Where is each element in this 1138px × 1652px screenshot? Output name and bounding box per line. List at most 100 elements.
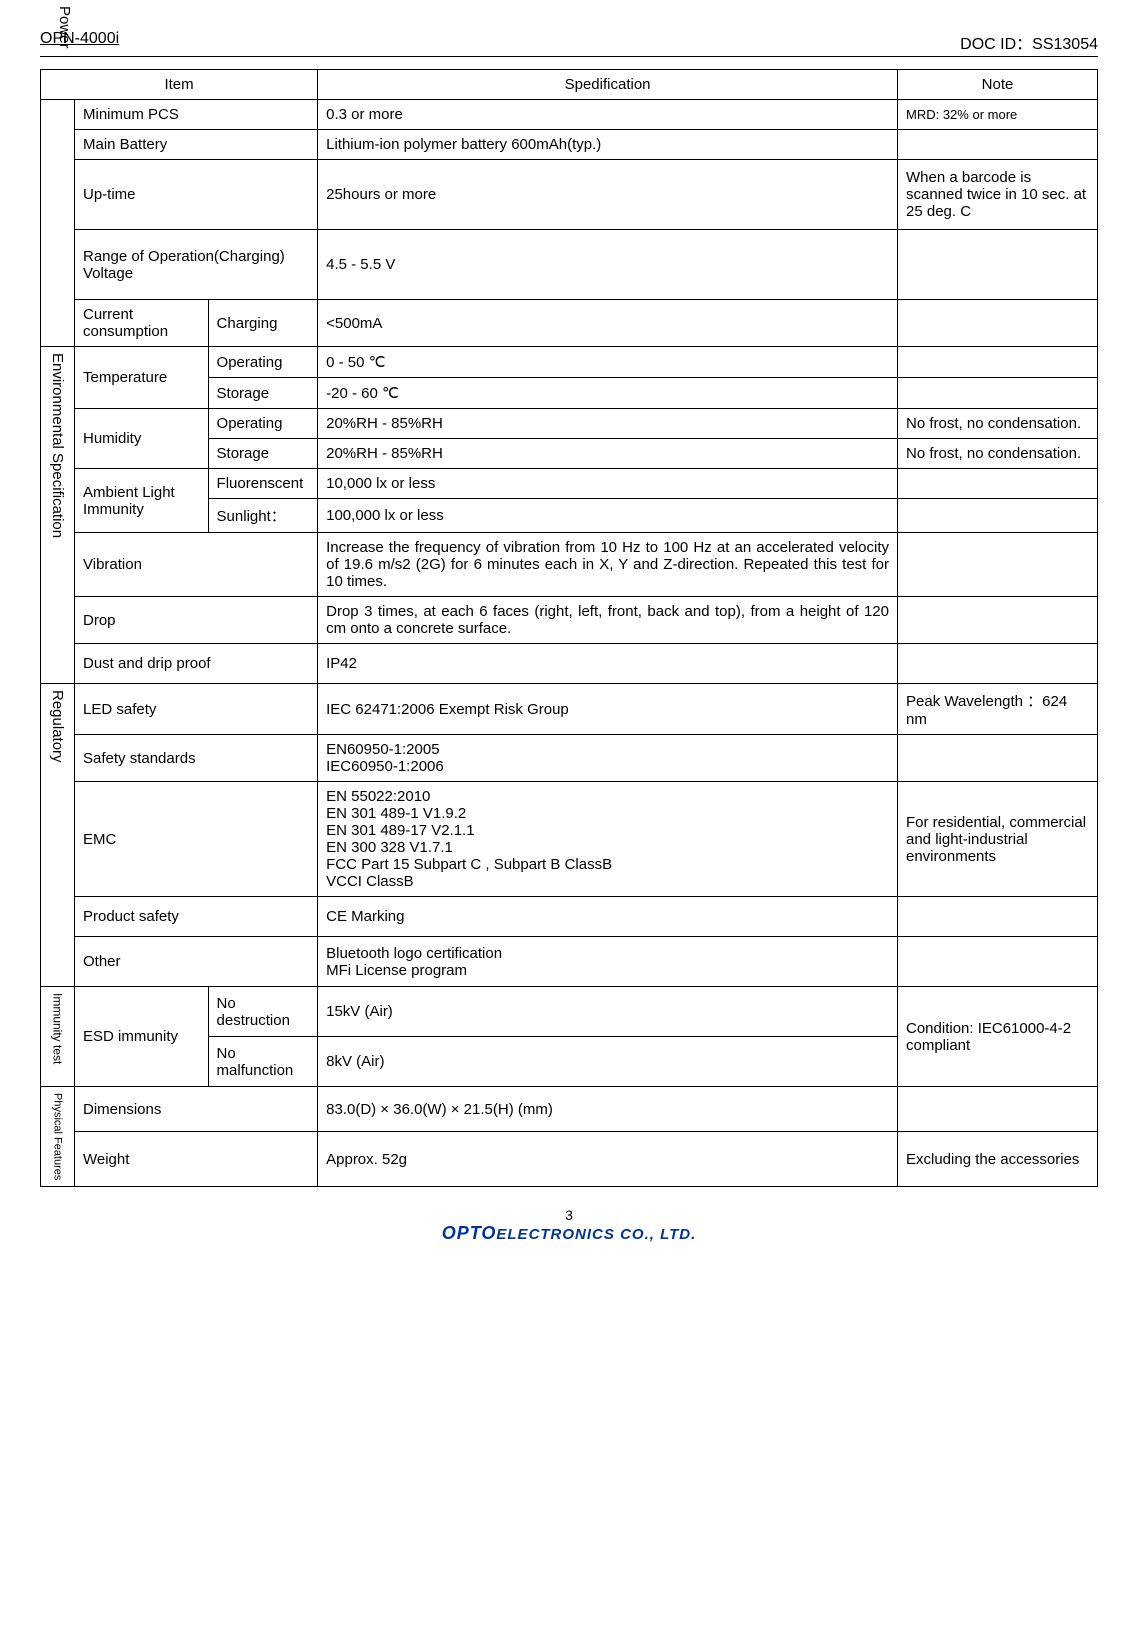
sublabel: Operating <box>208 347 318 378</box>
spec: IEC 62471:2006 Exempt Risk Group <box>318 684 898 735</box>
table-row: Regulatory LED safety IEC 62471:2006 Exe… <box>41 684 1098 735</box>
spec: 83.0(D) × 36.0(W) × 21.5(H) (mm) <box>318 1087 898 1132</box>
table-header-row: Item Spedification Note <box>41 70 1098 100</box>
label: Humidity <box>75 409 209 469</box>
label: ESD immunity <box>75 987 209 1087</box>
label: Range of Operation(Charging) Voltage <box>75 230 318 300</box>
table-row: Physical Features Dimensions 83.0(D) × 3… <box>41 1087 1098 1132</box>
spec: EN 55022:2010 EN 301 489-1 V1.9.2 EN 301… <box>318 782 898 897</box>
sublabel: Fluorenscent <box>208 469 318 499</box>
note: Condition: IEC61000-4-2 compliant <box>898 987 1098 1087</box>
spec: Bluetooth logo certification MFi License… <box>318 937 898 987</box>
spec: 8kV (Air) <box>318 1037 898 1087</box>
label: Temperature <box>75 347 209 409</box>
note: No frost, no condensation. <box>898 409 1098 439</box>
sublabel: Storage <box>208 378 318 409</box>
table-row: Up-time 25hours or more When a barcode i… <box>41 160 1098 230</box>
spec-table: Item Spedification Note Minimum PCS 0.3 … <box>40 69 1098 1187</box>
col-spec: Spedification <box>318 70 898 100</box>
spec: -20 - 60 ℃ <box>318 378 898 409</box>
label: EMC <box>75 782 318 897</box>
sublabel: No malfunction <box>208 1037 318 1087</box>
table-row: Dust and drip proof IP42 <box>41 644 1098 684</box>
page-header: OPN-4000i DOC ID：SS13054 <box>40 30 1098 57</box>
spec: EN60950-1:2005 IEC60950-1:2006 <box>318 735 898 782</box>
spec: IP42 <box>318 644 898 684</box>
note <box>898 378 1098 409</box>
label: Current consumption <box>75 300 209 347</box>
label: Dimensions <box>75 1087 318 1132</box>
spec: 0 - 50 ℃ <box>318 347 898 378</box>
company-logo: OPTOELECTRONICS CO., LTD. <box>40 1223 1098 1244</box>
spec: 100,000 lx or less <box>318 499 898 533</box>
page-footer: 3 OPTOELECTRONICS CO., LTD. <box>40 1207 1098 1244</box>
sublabel: Charging <box>208 300 318 347</box>
spec: Increase the frequency of vibration from… <box>318 533 898 597</box>
note: No frost, no condensation. <box>898 439 1098 469</box>
logo-main: OPTO <box>442 1223 497 1243</box>
note: For residential, commercial and light-in… <box>898 782 1098 897</box>
doc-id: DOC ID：SS13054 <box>960 30 1098 54</box>
label: Minimum PCS <box>75 100 318 130</box>
note <box>898 1087 1098 1132</box>
table-row: Product safety CE Marking <box>41 897 1098 937</box>
table-row: Immunity test ESD immunity No destructio… <box>41 987 1098 1037</box>
note <box>898 130 1098 160</box>
note <box>898 644 1098 684</box>
spec: 4.5 - 5.5 V <box>318 230 898 300</box>
note <box>898 499 1098 533</box>
note: When a barcode is scanned twice in 10 se… <box>898 160 1098 230</box>
spec: 20%RH - 85%RH <box>318 409 898 439</box>
label: Ambient Light Immunity <box>75 469 209 533</box>
spec: 10,000 lx or less <box>318 469 898 499</box>
table-row: Current consumption Charging <500mA <box>41 300 1098 347</box>
note <box>898 897 1098 937</box>
sublabel: Storage <box>208 439 318 469</box>
section-immunity: Immunity test <box>41 987 75 1087</box>
page-number: 3 <box>40 1207 1098 1223</box>
label: Up-time <box>75 160 318 230</box>
table-row: Safety standards EN60950-1:2005 IEC60950… <box>41 735 1098 782</box>
label: Vibration <box>75 533 318 597</box>
label: Product safety <box>75 897 318 937</box>
sublabel: No destruction <box>208 987 318 1037</box>
note <box>898 533 1098 597</box>
logo-sub: ELECTRONICS CO., LTD. <box>496 1226 696 1243</box>
spec: 0.3 or more <box>318 100 898 130</box>
label: Drop <box>75 597 318 644</box>
table-row: Vibration Increase the frequency of vibr… <box>41 533 1098 597</box>
table-row: Weight Approx. 52g Excluding the accesso… <box>41 1132 1098 1187</box>
spec: <500mA <box>318 300 898 347</box>
section-env: Environmental Specification <box>41 347 75 684</box>
label: Weight <box>75 1132 318 1187</box>
note <box>898 937 1098 987</box>
note <box>898 469 1098 499</box>
sublabel: Sunlight： <box>208 499 318 533</box>
spec: 15kV (Air) <box>318 987 898 1037</box>
table-row: Humidity Operating 20%RH - 85%RH No fros… <box>41 409 1098 439</box>
note <box>898 230 1098 300</box>
label: Main Battery <box>75 130 318 160</box>
table-row: Other Bluetooth logo certification MFi L… <box>41 937 1098 987</box>
table-row: Main Battery Lithium-ion polymer battery… <box>41 130 1098 160</box>
section-power: Power <box>45 0 73 127</box>
note <box>898 300 1098 347</box>
label: Other <box>75 937 318 987</box>
label: LED safety <box>75 684 318 735</box>
section-regulatory: Regulatory <box>41 684 75 987</box>
spec: Lithium-ion polymer battery 600mAh(typ.) <box>318 130 898 160</box>
sublabel: Operating <box>208 409 318 439</box>
section-physical: Physical Features <box>41 1087 75 1187</box>
table-row: Range of Operation(Charging) Voltage 4.5… <box>41 230 1098 300</box>
table-row: Drop Drop 3 times, at each 6 faces (righ… <box>41 597 1098 644</box>
note <box>898 735 1098 782</box>
note <box>898 597 1098 644</box>
table-row: Environmental Specification Temperature … <box>41 347 1098 378</box>
note <box>898 347 1098 378</box>
spec: CE Marking <box>318 897 898 937</box>
note: Peak Wavelength ：624 nm <box>898 684 1098 735</box>
spec: Drop 3 times, at each 6 faces (right, le… <box>318 597 898 644</box>
table-row: EMC EN 55022:2010 EN 301 489-1 V1.9.2 EN… <box>41 782 1098 897</box>
spec: 20%RH - 85%RH <box>318 439 898 469</box>
col-note: Note <box>898 70 1098 100</box>
